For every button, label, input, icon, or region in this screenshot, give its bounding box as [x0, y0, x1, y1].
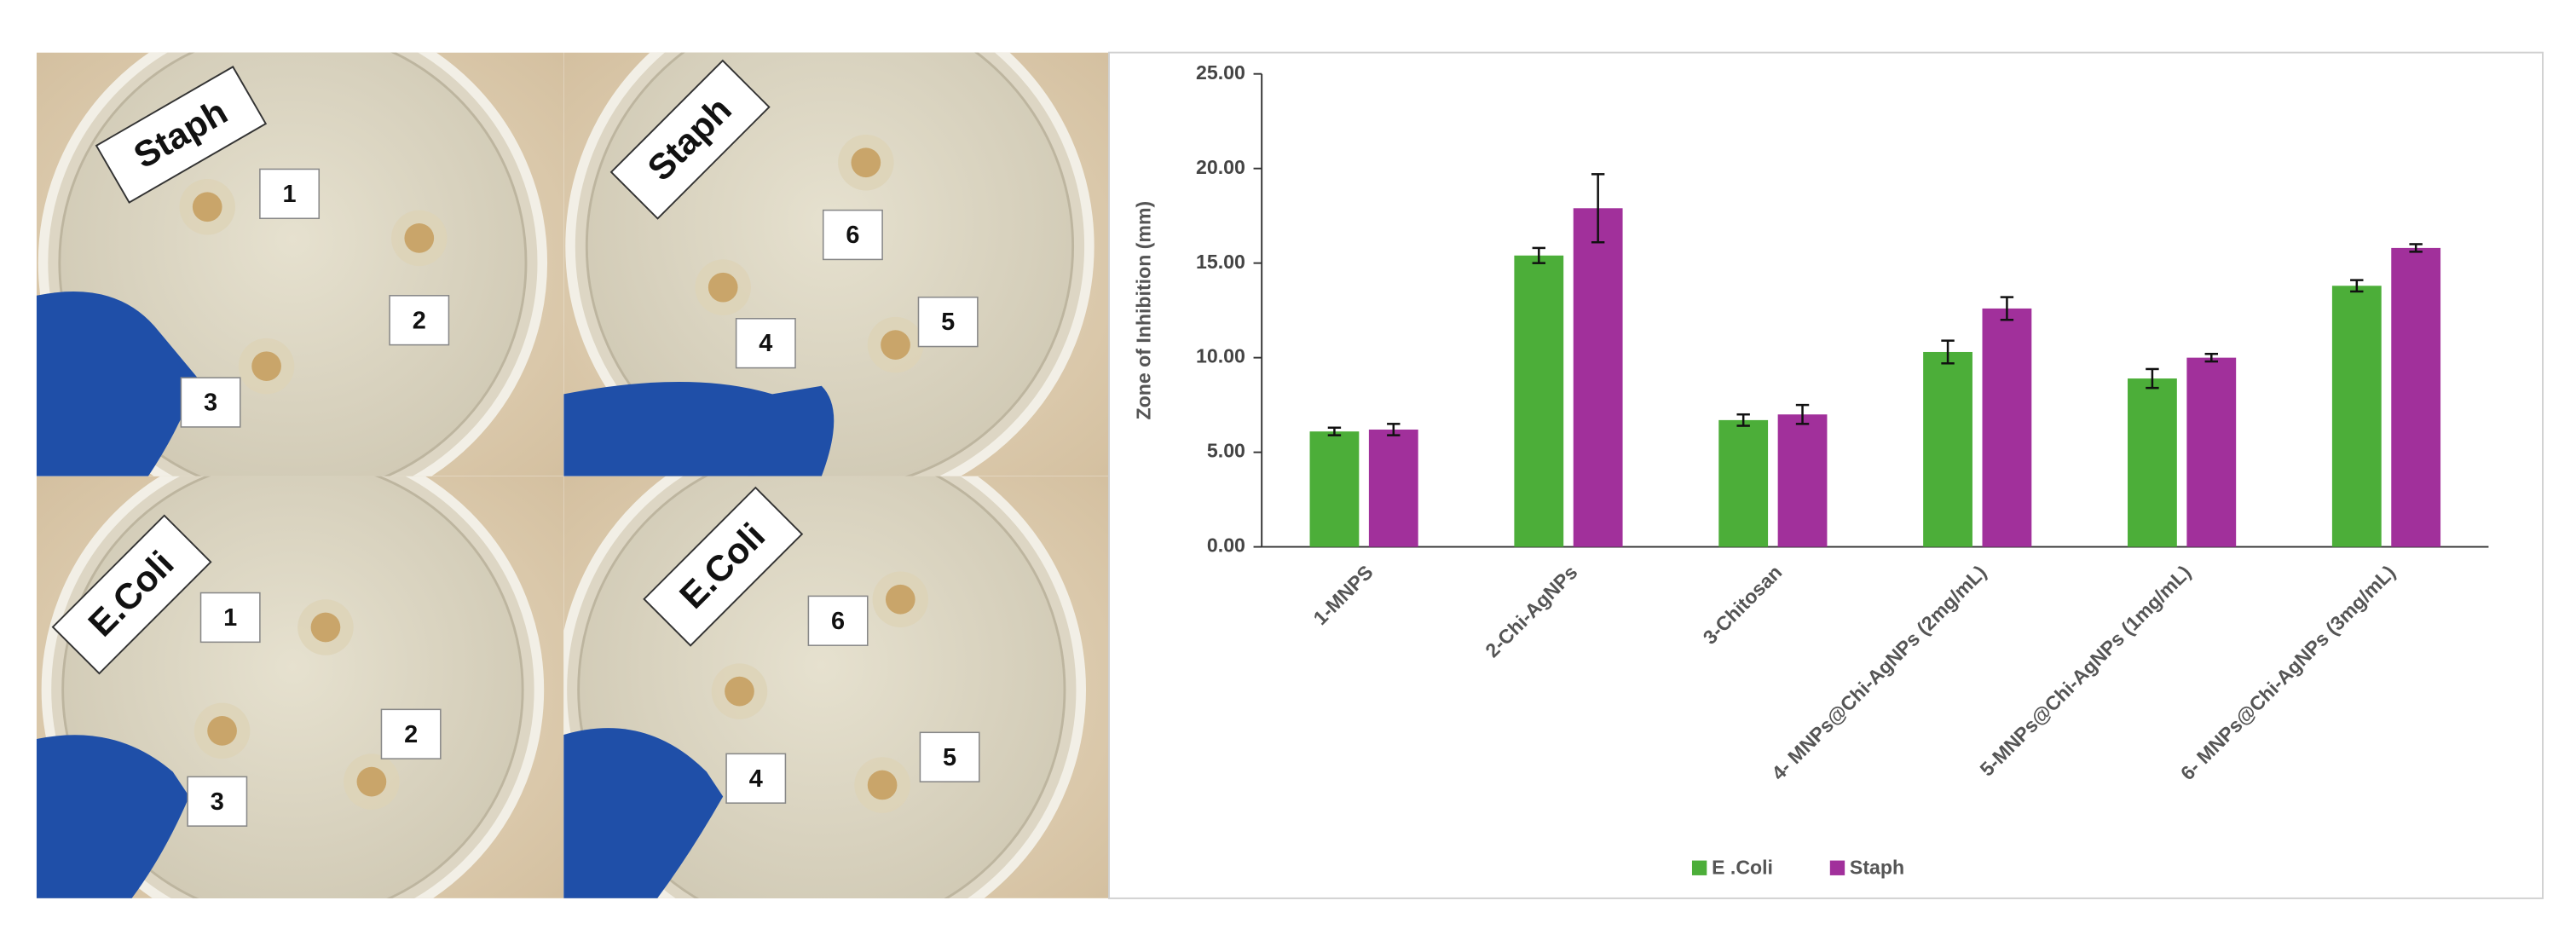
well-tag-bg: [807, 595, 869, 646]
error-bar: [1327, 426, 1342, 436]
bar: [1573, 208, 1623, 547]
bar: [2391, 247, 2441, 547]
well: [725, 676, 754, 707]
well-label: 6: [831, 608, 845, 635]
y-tick-label: 10.00: [1196, 345, 1245, 367]
well: [310, 612, 341, 643]
legend-swatch: [1691, 860, 1707, 875]
well-label: 1: [223, 604, 237, 632]
glove: [36, 292, 198, 476]
bar: [1514, 255, 1564, 547]
bar: [1718, 419, 1769, 547]
y-tick-label: 20.00: [1196, 156, 1245, 178]
tag-bg: [609, 59, 771, 220]
bar: [2186, 357, 2237, 547]
error-bar: [2146, 367, 2159, 390]
well-label: 3: [204, 390, 217, 417]
error-bar: [1941, 339, 1955, 365]
well-tag-bg: [822, 209, 883, 261]
error-bar: [2000, 296, 2014, 321]
well-label: 2: [413, 307, 426, 334]
bar: [1368, 429, 1418, 547]
well: [881, 330, 910, 360]
well-tag-bg: [919, 731, 980, 782]
error-bar: [2350, 279, 2364, 293]
well: [192, 192, 222, 222]
y-tick-label: 0.00: [1207, 534, 1245, 557]
well-tag-bg: [735, 318, 796, 369]
bar: [1982, 308, 2032, 547]
well-label: 5: [941, 309, 955, 336]
well: [404, 223, 435, 253]
well-tag-bg: [917, 296, 979, 348]
well: [207, 716, 237, 746]
y-tick-label: 25.00: [1196, 61, 1245, 84]
well-label: 4: [759, 330, 772, 357]
well: [356, 766, 387, 797]
tag-bg: [95, 66, 268, 204]
well-label: 6: [846, 222, 859, 249]
well-tag-bg: [380, 708, 442, 759]
well: [251, 351, 281, 381]
bar: [1923, 351, 1972, 547]
photo: E.Coli 123: [36, 476, 564, 898]
well-label: 5: [943, 744, 956, 771]
well: [885, 584, 915, 615]
legend-label: Staph: [1850, 856, 1904, 878]
photo-content: E.Coli 123: [36, 476, 564, 898]
y-axis-label: Zone of Inhibition (mm): [1132, 201, 1154, 420]
glove: [563, 381, 835, 476]
well-label: 3: [211, 788, 224, 816]
error-bar: [1591, 173, 1605, 244]
tag-bg: [51, 514, 212, 675]
error-bar: [2409, 243, 2423, 253]
well-tag-bg: [180, 377, 241, 428]
well-label: 1: [283, 181, 297, 208]
y-tick-label: 15.00: [1196, 251, 1245, 273]
bar: [1777, 414, 1828, 547]
legend-swatch: [1829, 860, 1845, 875]
error-bar: [2204, 352, 2218, 363]
bar: [1309, 431, 1360, 547]
tag-bg: [643, 486, 804, 647]
error-bar: [1532, 246, 1546, 264]
well-label: 2: [404, 721, 418, 748]
well-tag-bg: [187, 776, 248, 827]
well-tag-bg: [259, 168, 321, 220]
y-tick-label: 5.00: [1207, 440, 1245, 462]
glove: [563, 728, 724, 898]
bar: [2128, 378, 2177, 547]
legend-label: E .Coli: [1712, 856, 1773, 878]
well-label: 4: [749, 765, 763, 793]
well-tag-bg: [389, 295, 450, 346]
well-tag-bg: [199, 592, 261, 644]
error-bar: [1795, 403, 1810, 425]
well-tag-bg: [725, 753, 787, 804]
well: [867, 770, 898, 800]
bar: [2331, 286, 2382, 547]
well: [708, 272, 738, 303]
error-bar: [1736, 413, 1750, 427]
well: [851, 147, 881, 178]
glove: [36, 735, 190, 898]
error-bar: [1387, 423, 1401, 436]
